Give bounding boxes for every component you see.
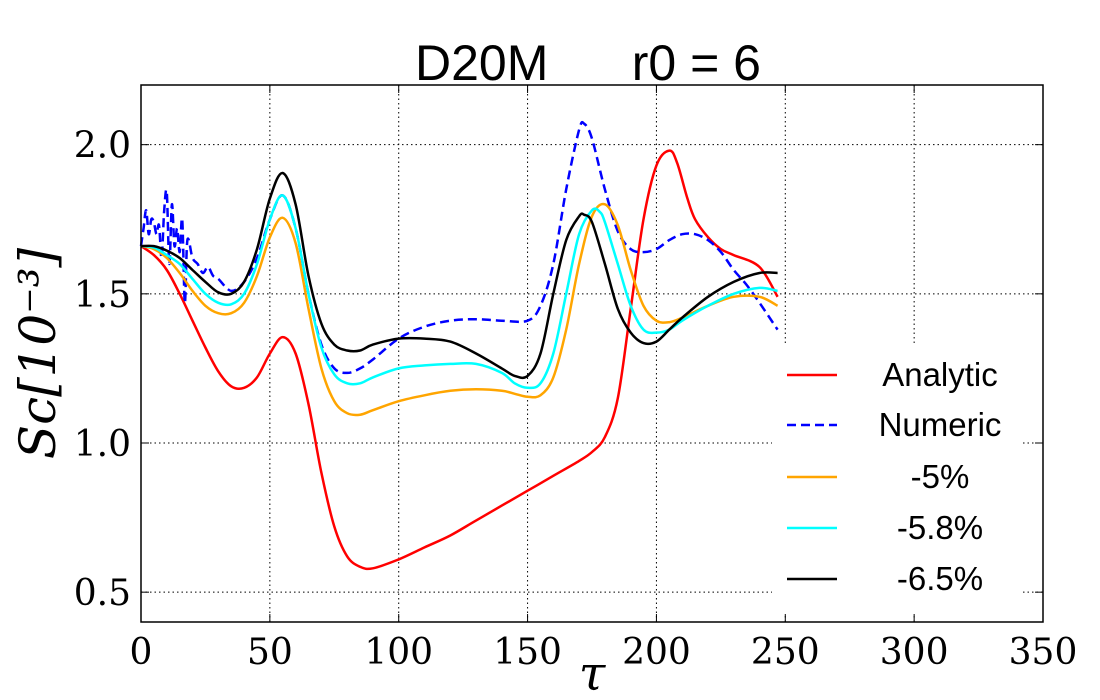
- x-tick-label: 200: [622, 632, 691, 673]
- x-tick-label: 350: [1009, 632, 1078, 673]
- chart-title: D20M r0 = 6: [415, 35, 761, 91]
- legend-label: Analytic: [882, 356, 998, 393]
- y-tick-label: 0.5: [74, 573, 131, 614]
- series-line-5: [140, 202, 779, 417]
- tick-labels: 0 50 100 150 200 250 300 350 0.5 1.0 1.5 2.0: [74, 126, 1078, 673]
- legend-label: -6.5%: [897, 560, 983, 597]
- legend-label: -5.8%: [897, 509, 983, 546]
- y-axis-label: Sc[10⁻³]: [9, 247, 67, 459]
- legend: Analytic Numeric -5% -5.8% -6.5%: [772, 343, 1022, 613]
- series-line-5-8: [140, 194, 778, 390]
- y-tick-label: 1.5: [74, 275, 131, 316]
- series-line-numeric: [139, 120, 779, 375]
- legend-label: Numeric: [879, 406, 1002, 443]
- series-line-6-5: [140, 171, 778, 380]
- x-tick-label: 300: [880, 632, 949, 673]
- x-tick-label: 250: [751, 632, 820, 673]
- y-tick-label: 2.0: [74, 126, 131, 167]
- x-axis-label: τ: [579, 646, 607, 700]
- series-line-analytic: [140, 149, 779, 571]
- plot-frame: [140, 84, 1044, 623]
- series-lines: [139, 120, 779, 571]
- x-tick-label: 150: [493, 632, 562, 673]
- x-tick-label: 0: [130, 632, 153, 673]
- x-tick-label: 50: [247, 632, 293, 673]
- x-tick-label: 100: [364, 632, 433, 673]
- y-tick-label: 1.0: [74, 424, 131, 465]
- legend-label: -5%: [911, 458, 970, 495]
